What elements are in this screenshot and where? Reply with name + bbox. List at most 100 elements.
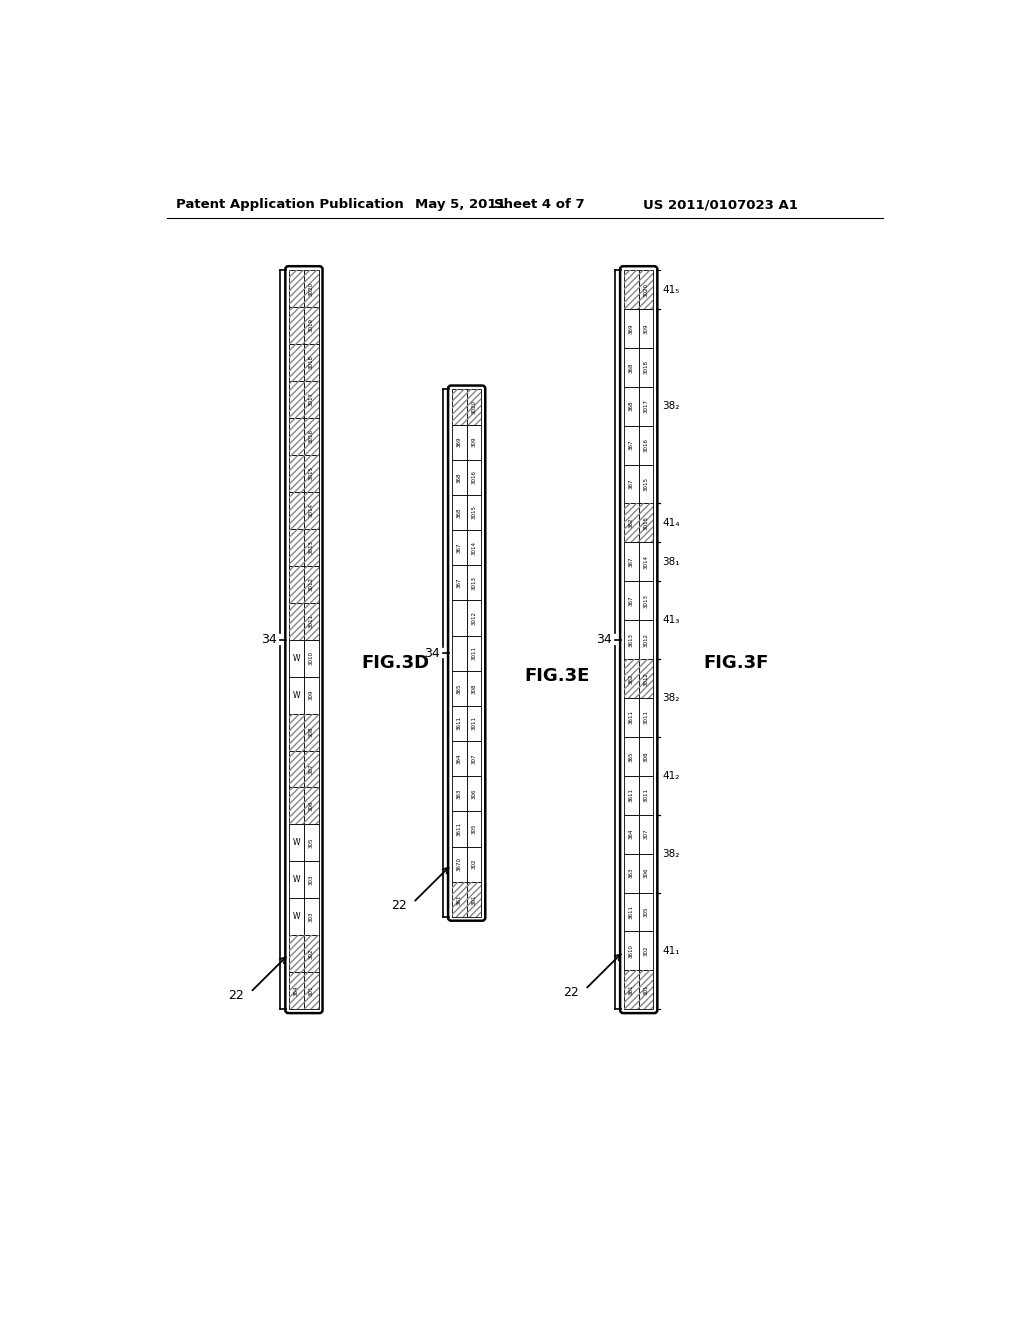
Bar (624, 581, 639, 620)
Bar (289, 345, 304, 381)
Text: 3011: 3011 (644, 788, 648, 803)
Bar (467, 425, 481, 459)
Bar (289, 345, 304, 381)
Bar (624, 309, 639, 348)
Bar (452, 531, 467, 565)
FancyBboxPatch shape (286, 267, 323, 1014)
Bar (289, 640, 304, 677)
Bar (639, 543, 653, 581)
Bar (452, 425, 467, 459)
Bar (304, 751, 318, 788)
Text: 361: 361 (629, 985, 634, 995)
Text: 302: 302 (309, 949, 313, 960)
Text: 38₂: 38₂ (662, 849, 679, 858)
Bar (289, 529, 304, 566)
Text: Sheet 4 of 7: Sheet 4 of 7 (494, 198, 585, 211)
Bar (467, 706, 481, 741)
Bar (624, 271, 639, 309)
Text: May 5, 2011: May 5, 2011 (415, 198, 506, 211)
Bar (289, 308, 304, 345)
Text: US 2011/0107023 A1: US 2011/0107023 A1 (643, 198, 799, 211)
Text: 306: 306 (644, 867, 648, 878)
Bar (639, 387, 653, 425)
Bar (289, 381, 304, 418)
Bar (289, 714, 304, 751)
Bar (304, 271, 318, 308)
Bar (304, 714, 318, 751)
Bar (639, 776, 653, 814)
Bar (467, 531, 481, 565)
Bar (624, 970, 639, 1010)
Bar (639, 814, 653, 854)
Text: 41₄: 41₄ (662, 517, 680, 528)
Bar (304, 381, 318, 418)
Bar (304, 936, 318, 973)
Bar (624, 737, 639, 776)
Text: FIG.3F: FIG.3F (703, 653, 769, 672)
Bar (624, 620, 639, 659)
Text: W: W (293, 653, 300, 663)
Text: 365: 365 (457, 682, 462, 693)
Text: 41₃: 41₃ (662, 615, 679, 626)
Text: 363: 363 (629, 867, 634, 878)
Text: 22: 22 (228, 989, 245, 1002)
Bar (467, 846, 481, 882)
Text: 306: 306 (471, 788, 476, 799)
Text: 305: 305 (644, 907, 648, 917)
Bar (304, 825, 318, 862)
Text: 362: 362 (629, 517, 634, 528)
Bar (624, 814, 639, 854)
Bar (289, 455, 304, 492)
Text: 302: 302 (644, 945, 648, 956)
Bar (639, 271, 653, 309)
Bar (452, 671, 467, 706)
Text: W: W (293, 690, 300, 700)
Bar (639, 659, 653, 698)
Text: 308: 308 (644, 751, 648, 762)
Text: 302: 302 (471, 859, 476, 870)
Text: 364: 364 (629, 829, 634, 840)
Text: 369: 369 (629, 323, 634, 334)
Text: W: W (293, 912, 300, 921)
Bar (304, 640, 318, 677)
Bar (467, 635, 481, 671)
Bar (289, 566, 304, 603)
Bar (304, 455, 318, 492)
FancyBboxPatch shape (449, 385, 485, 921)
Bar (624, 776, 639, 814)
Bar (624, 348, 639, 387)
Bar (467, 882, 481, 917)
Text: 3610: 3610 (629, 944, 634, 958)
Bar (452, 741, 467, 776)
Bar (624, 271, 639, 309)
Text: FIG.3E: FIG.3E (524, 667, 590, 685)
Bar (304, 308, 318, 345)
Text: 3611: 3611 (457, 717, 462, 730)
Bar (304, 492, 318, 529)
Text: 3018: 3018 (644, 360, 648, 375)
Bar (624, 465, 639, 503)
Bar (639, 465, 653, 503)
Bar (452, 882, 467, 917)
Text: 3011: 3011 (644, 710, 648, 725)
Bar (639, 503, 653, 543)
Bar (639, 620, 653, 659)
Text: 3014: 3014 (471, 541, 476, 554)
Text: 364: 364 (294, 986, 299, 997)
Bar (624, 892, 639, 932)
Text: 38₁: 38₁ (662, 557, 680, 566)
Bar (304, 345, 318, 381)
Bar (452, 846, 467, 882)
Text: 306: 306 (309, 801, 313, 812)
Bar (452, 389, 467, 425)
Bar (624, 854, 639, 892)
Text: 3014: 3014 (644, 554, 648, 569)
Bar (289, 936, 304, 973)
Text: 3012: 3012 (644, 672, 648, 685)
Bar (304, 973, 318, 1010)
Text: 3010: 3010 (309, 651, 313, 665)
Bar (452, 635, 467, 671)
Text: 368: 368 (629, 362, 634, 372)
Bar (452, 389, 467, 425)
Text: 369: 369 (457, 437, 462, 447)
